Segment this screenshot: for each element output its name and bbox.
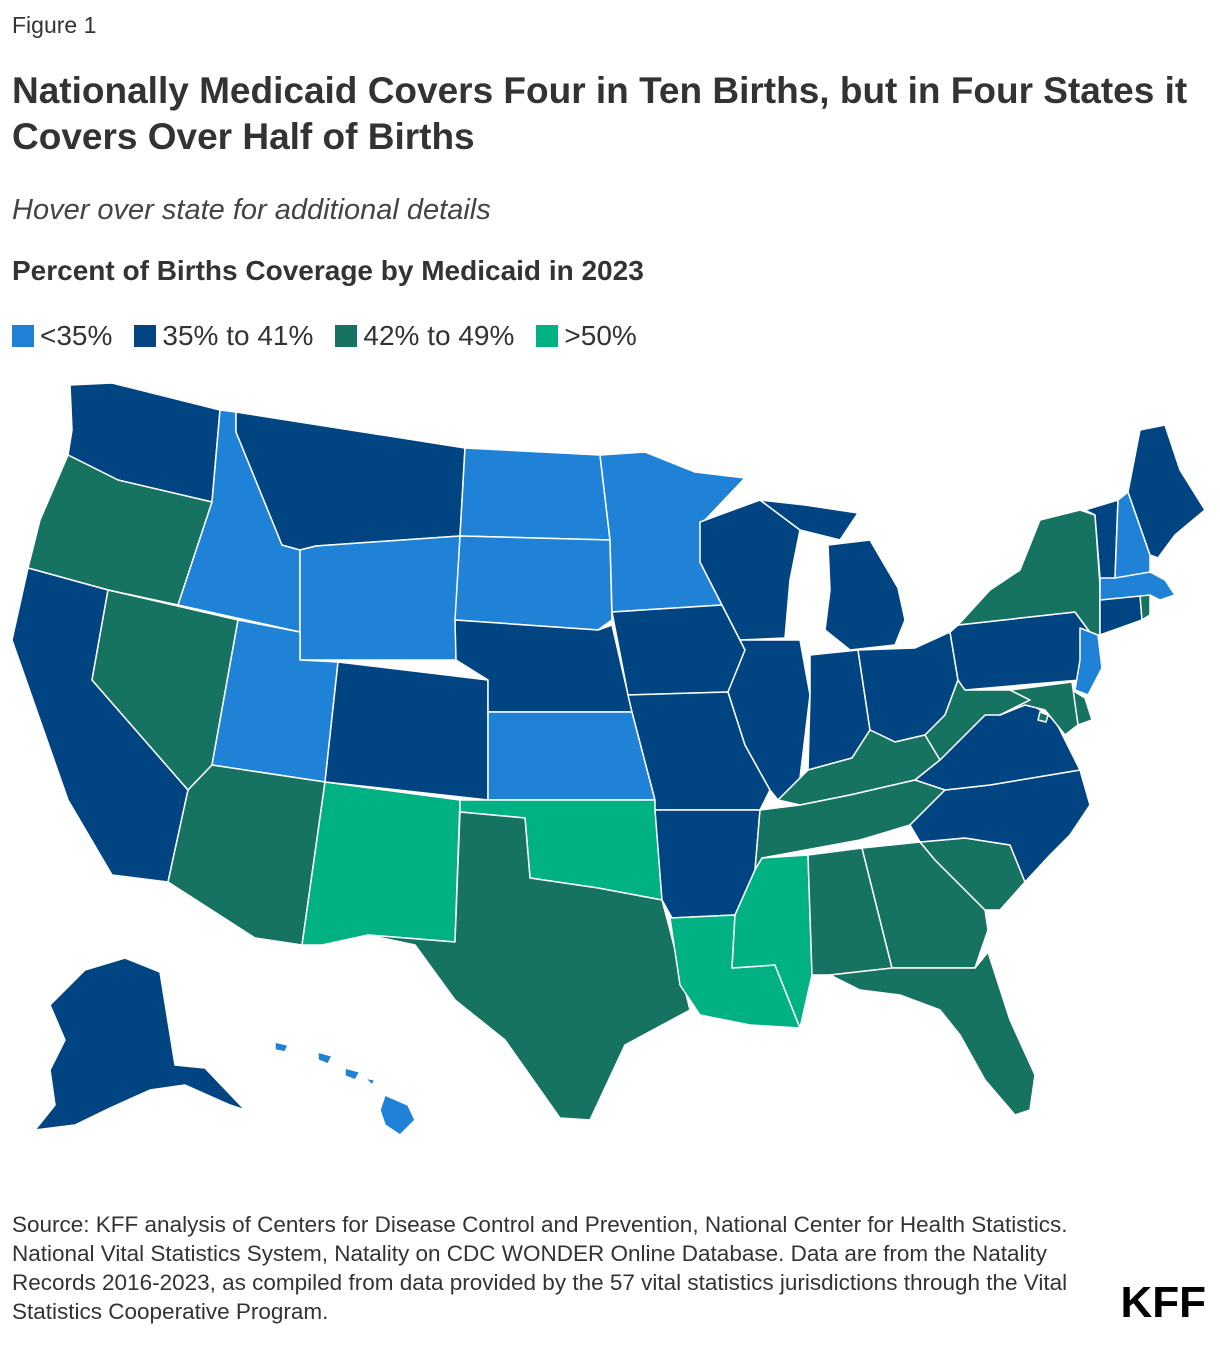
state-sd[interactable]	[454, 535, 613, 631]
state-nj[interactable]	[1074, 627, 1103, 696]
state-ma[interactable]	[1099, 571, 1176, 601]
legend-swatch	[335, 325, 358, 347]
state-nh[interactable]	[1114, 491, 1151, 579]
state-me[interactable]	[1127, 424, 1206, 559]
state-ks[interactable]	[487, 711, 656, 801]
state-co[interactable]	[324, 661, 489, 801]
source-note: Source: KFF analysis of Centers for Dise…	[12, 1212, 1068, 1324]
state-mi[interactable]	[759, 499, 906, 651]
legend-label: 35% to 41%	[162, 320, 314, 351]
legend: <35% 35% to 41% 42% to 49% >50%	[12, 320, 637, 352]
legend-item-lt35: <35%	[12, 320, 112, 352]
state-fl[interactable]	[829, 951, 1036, 1116]
legend-item-gt50: >50%	[536, 320, 637, 352]
legend-swatch	[134, 325, 157, 347]
state-ak[interactable]	[34, 957, 246, 1131]
legend-item-42-49: 42% to 49%	[335, 320, 514, 352]
legend-item-35-41: 35% to 41%	[134, 320, 313, 352]
chart-subtitle: Hover over state for additional details	[12, 194, 491, 226]
state-ct[interactable]	[1099, 594, 1143, 636]
state-vt[interactable]	[1084, 499, 1119, 579]
state-ny[interactable]	[957, 509, 1101, 636]
state-wy[interactable]	[299, 535, 461, 661]
legend-swatch	[12, 325, 34, 347]
map-heading: Percent of Births Coverage by Medicaid i…	[12, 255, 644, 286]
state-tx[interactable]	[367, 811, 691, 1121]
state-nm[interactable]	[301, 781, 461, 946]
legend-swatch	[536, 325, 559, 347]
chart-title: Nationally Medicaid Covers Four in Ten B…	[12, 70, 1188, 157]
kff-logo: KFF	[1120, 1278, 1206, 1327]
state-md[interactable]	[999, 681, 1079, 736]
figure-label: Figure 1	[12, 12, 97, 38]
state-dc[interactable]	[1037, 711, 1049, 723]
state-il[interactable]	[727, 639, 811, 801]
state-ri[interactable]	[1139, 594, 1151, 621]
legend-label: <35%	[40, 320, 113, 351]
legend-label: 42% to 49%	[363, 320, 515, 351]
state-hi[interactable]	[274, 1041, 416, 1136]
state-nd[interactable]	[459, 447, 611, 541]
legend-label: >50%	[564, 320, 637, 351]
us-state-map	[11, 382, 1206, 1136]
state-ia[interactable]	[611, 604, 746, 696]
state-az[interactable]	[167, 764, 326, 946]
